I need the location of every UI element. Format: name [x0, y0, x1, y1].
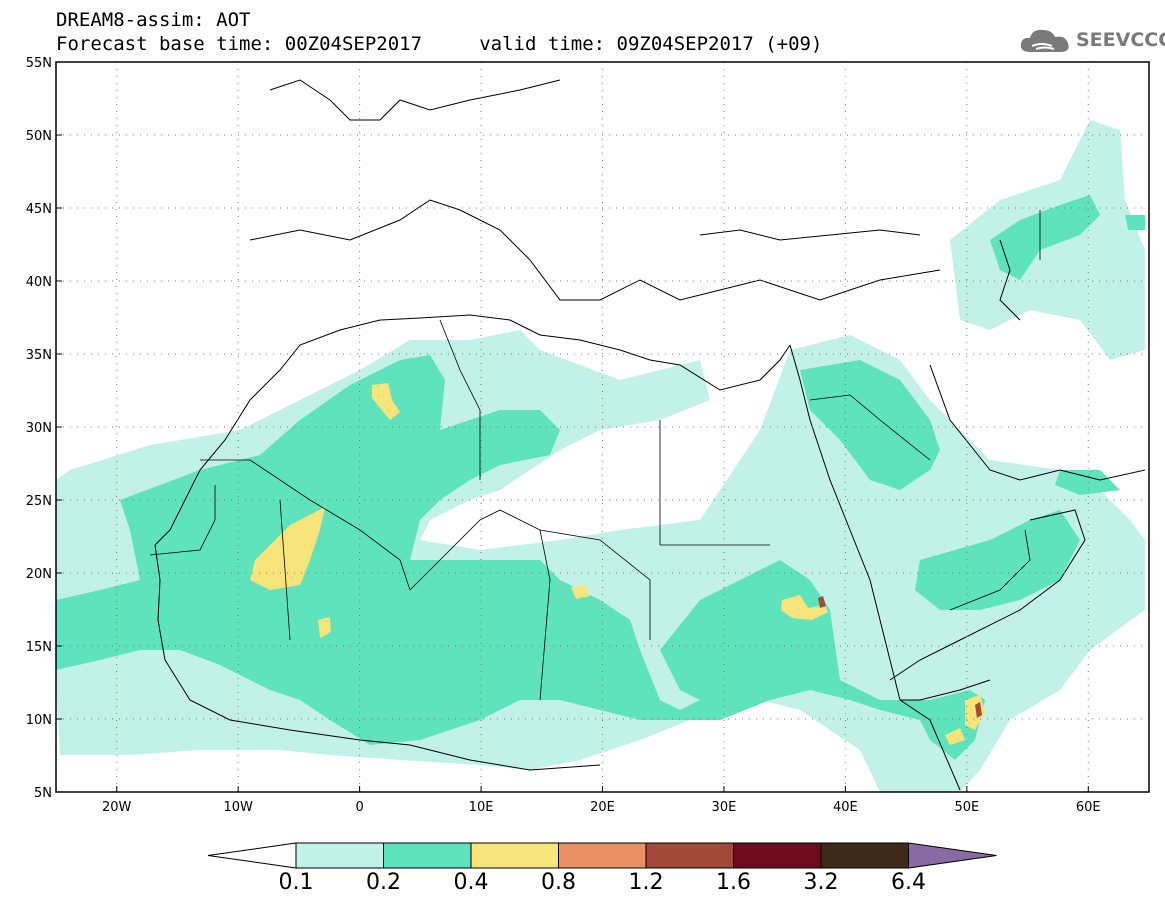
brand-name: SEEVCCC — [1076, 29, 1165, 51]
colorbar — [207, 842, 997, 869]
lon-tick-label: 20W — [102, 800, 132, 815]
aot-band-0.8-1.6 — [818, 596, 982, 718]
grid-lines — [56, 62, 1149, 792]
colorbar-label: 1.2 — [628, 870, 664, 895]
lon-tick-label: 10W — [223, 800, 253, 815]
country-borders — [149, 210, 1041, 701]
colorbar-segment — [558, 842, 647, 869]
lon-tick-label: 10E — [469, 800, 494, 815]
aot-field — [56, 79, 1146, 792]
colorbar-min-arrow — [207, 842, 297, 869]
lat-tick-label: 45N — [26, 202, 52, 217]
colorbar-label: 0.4 — [453, 870, 489, 895]
lat-tick-label: 55N — [26, 56, 52, 71]
colorbar-label: 3.2 — [803, 870, 839, 895]
lat-tick-label: 5N — [34, 786, 52, 801]
colorbar-segment — [295, 842, 384, 869]
colorbar-label: 1.6 — [716, 870, 751, 895]
lon-tick-label: 20E — [590, 800, 615, 815]
lat-tick-label: 40N — [26, 275, 52, 290]
lon-tick-label: 60E — [1076, 800, 1101, 815]
forecast-time-label: Forecast base time: 00Z04SEP2017 valid t… — [56, 33, 823, 55]
colorbar-segment — [733, 842, 822, 869]
cloud-icon — [1020, 29, 1069, 52]
aot-band-0.2-0.4 — [56, 195, 1145, 760]
colorbar-label: 0.2 — [366, 870, 401, 895]
lat-tick-label: 30N — [26, 421, 52, 436]
colorbar-segment — [820, 842, 909, 869]
colorbar-label: 0.8 — [541, 870, 576, 895]
lat-tick-label: 20N — [26, 567, 52, 582]
chart-title: DREAM8-assim: AOT — [56, 9, 251, 31]
colorbar-max-arrow — [908, 842, 997, 869]
lon-tick-label: 30E — [712, 800, 737, 815]
lat-tick-label: 35N — [26, 348, 52, 363]
lat-tick-label: 50N — [26, 129, 52, 144]
colorbar-segment — [383, 842, 472, 869]
lon-tick-label: 0 — [355, 800, 363, 815]
colorbar-label: 0.1 — [278, 870, 314, 895]
colorbar-label: 6.4 — [891, 870, 926, 895]
brand-logo: SEEVCCC — [1018, 24, 1165, 58]
coastlines — [154, 79, 1146, 791]
colorbar-segment — [470, 842, 559, 869]
lat-tick-label: 15N — [26, 640, 52, 655]
axis-ticks: 55N 50N 45N 40N 35N 30N 25N 20N 15N 10N 5N 20W 10W 0 1… — [26, 56, 1101, 815]
lat-tick-label: 25N — [26, 494, 52, 509]
lat-tick-label: 10N — [26, 713, 52, 728]
lon-tick-label: 50E — [954, 800, 979, 815]
lon-tick-label: 40E — [833, 800, 858, 815]
colorbar-segment — [645, 842, 734, 869]
